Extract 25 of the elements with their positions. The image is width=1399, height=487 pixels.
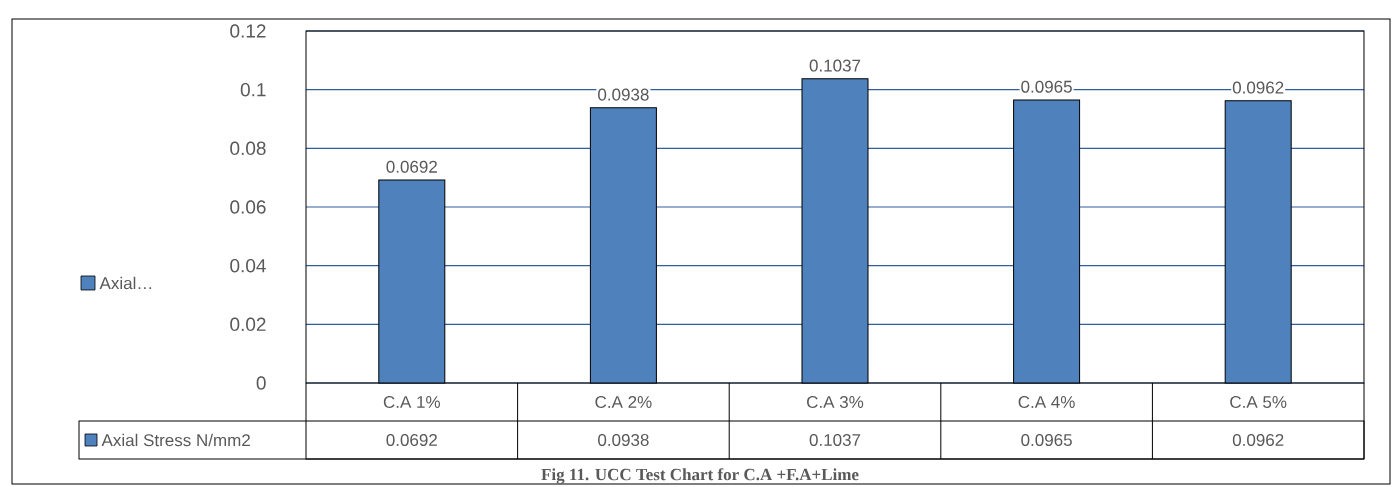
y-tick-label: 0.02 — [230, 317, 266, 331]
y-tick-label: 0.1 — [240, 82, 266, 97]
y-tick-label: 0 — [256, 376, 266, 390]
legend-label: Axial Stress N/mm2 — [101, 433, 250, 447]
caption: Fig 11. UCC Test Chart for C.A +F.A+Lime — [541, 468, 859, 484]
x-tick-label: C.A 5% — [1230, 395, 1287, 408]
annotation: 0.0938 — [598, 88, 649, 101]
data-label: 0.1037 — [809, 433, 861, 446]
x-tick-label: C.A 2% — [595, 395, 652, 408]
text: Axial… — [99, 276, 152, 290]
y-tick-label: 0.12 — [230, 24, 266, 38]
x-tick-label: C.A 4% — [1018, 395, 1075, 408]
annotation: 0.0965 — [1021, 80, 1072, 93]
x-tick-label: C.A 3% — [807, 395, 864, 408]
y-tick-label: 0.08 — [230, 141, 266, 155]
y-tick-label: 0.04 — [230, 258, 266, 273]
data-label: 0.0938 — [598, 433, 649, 446]
y-tick-label: 0.06 — [230, 200, 266, 214]
data-label: 0.0965 — [1021, 433, 1072, 446]
annotation: 0.0962 — [1232, 81, 1284, 94]
data-label: 0.0692 — [386, 433, 437, 446]
data-label: 0.0962 — [1232, 433, 1284, 446]
x-tick-label: C.A 1% — [383, 395, 440, 408]
annotation: 0.1037 — [809, 59, 861, 72]
annotation: 0.0692 — [386, 160, 437, 173]
